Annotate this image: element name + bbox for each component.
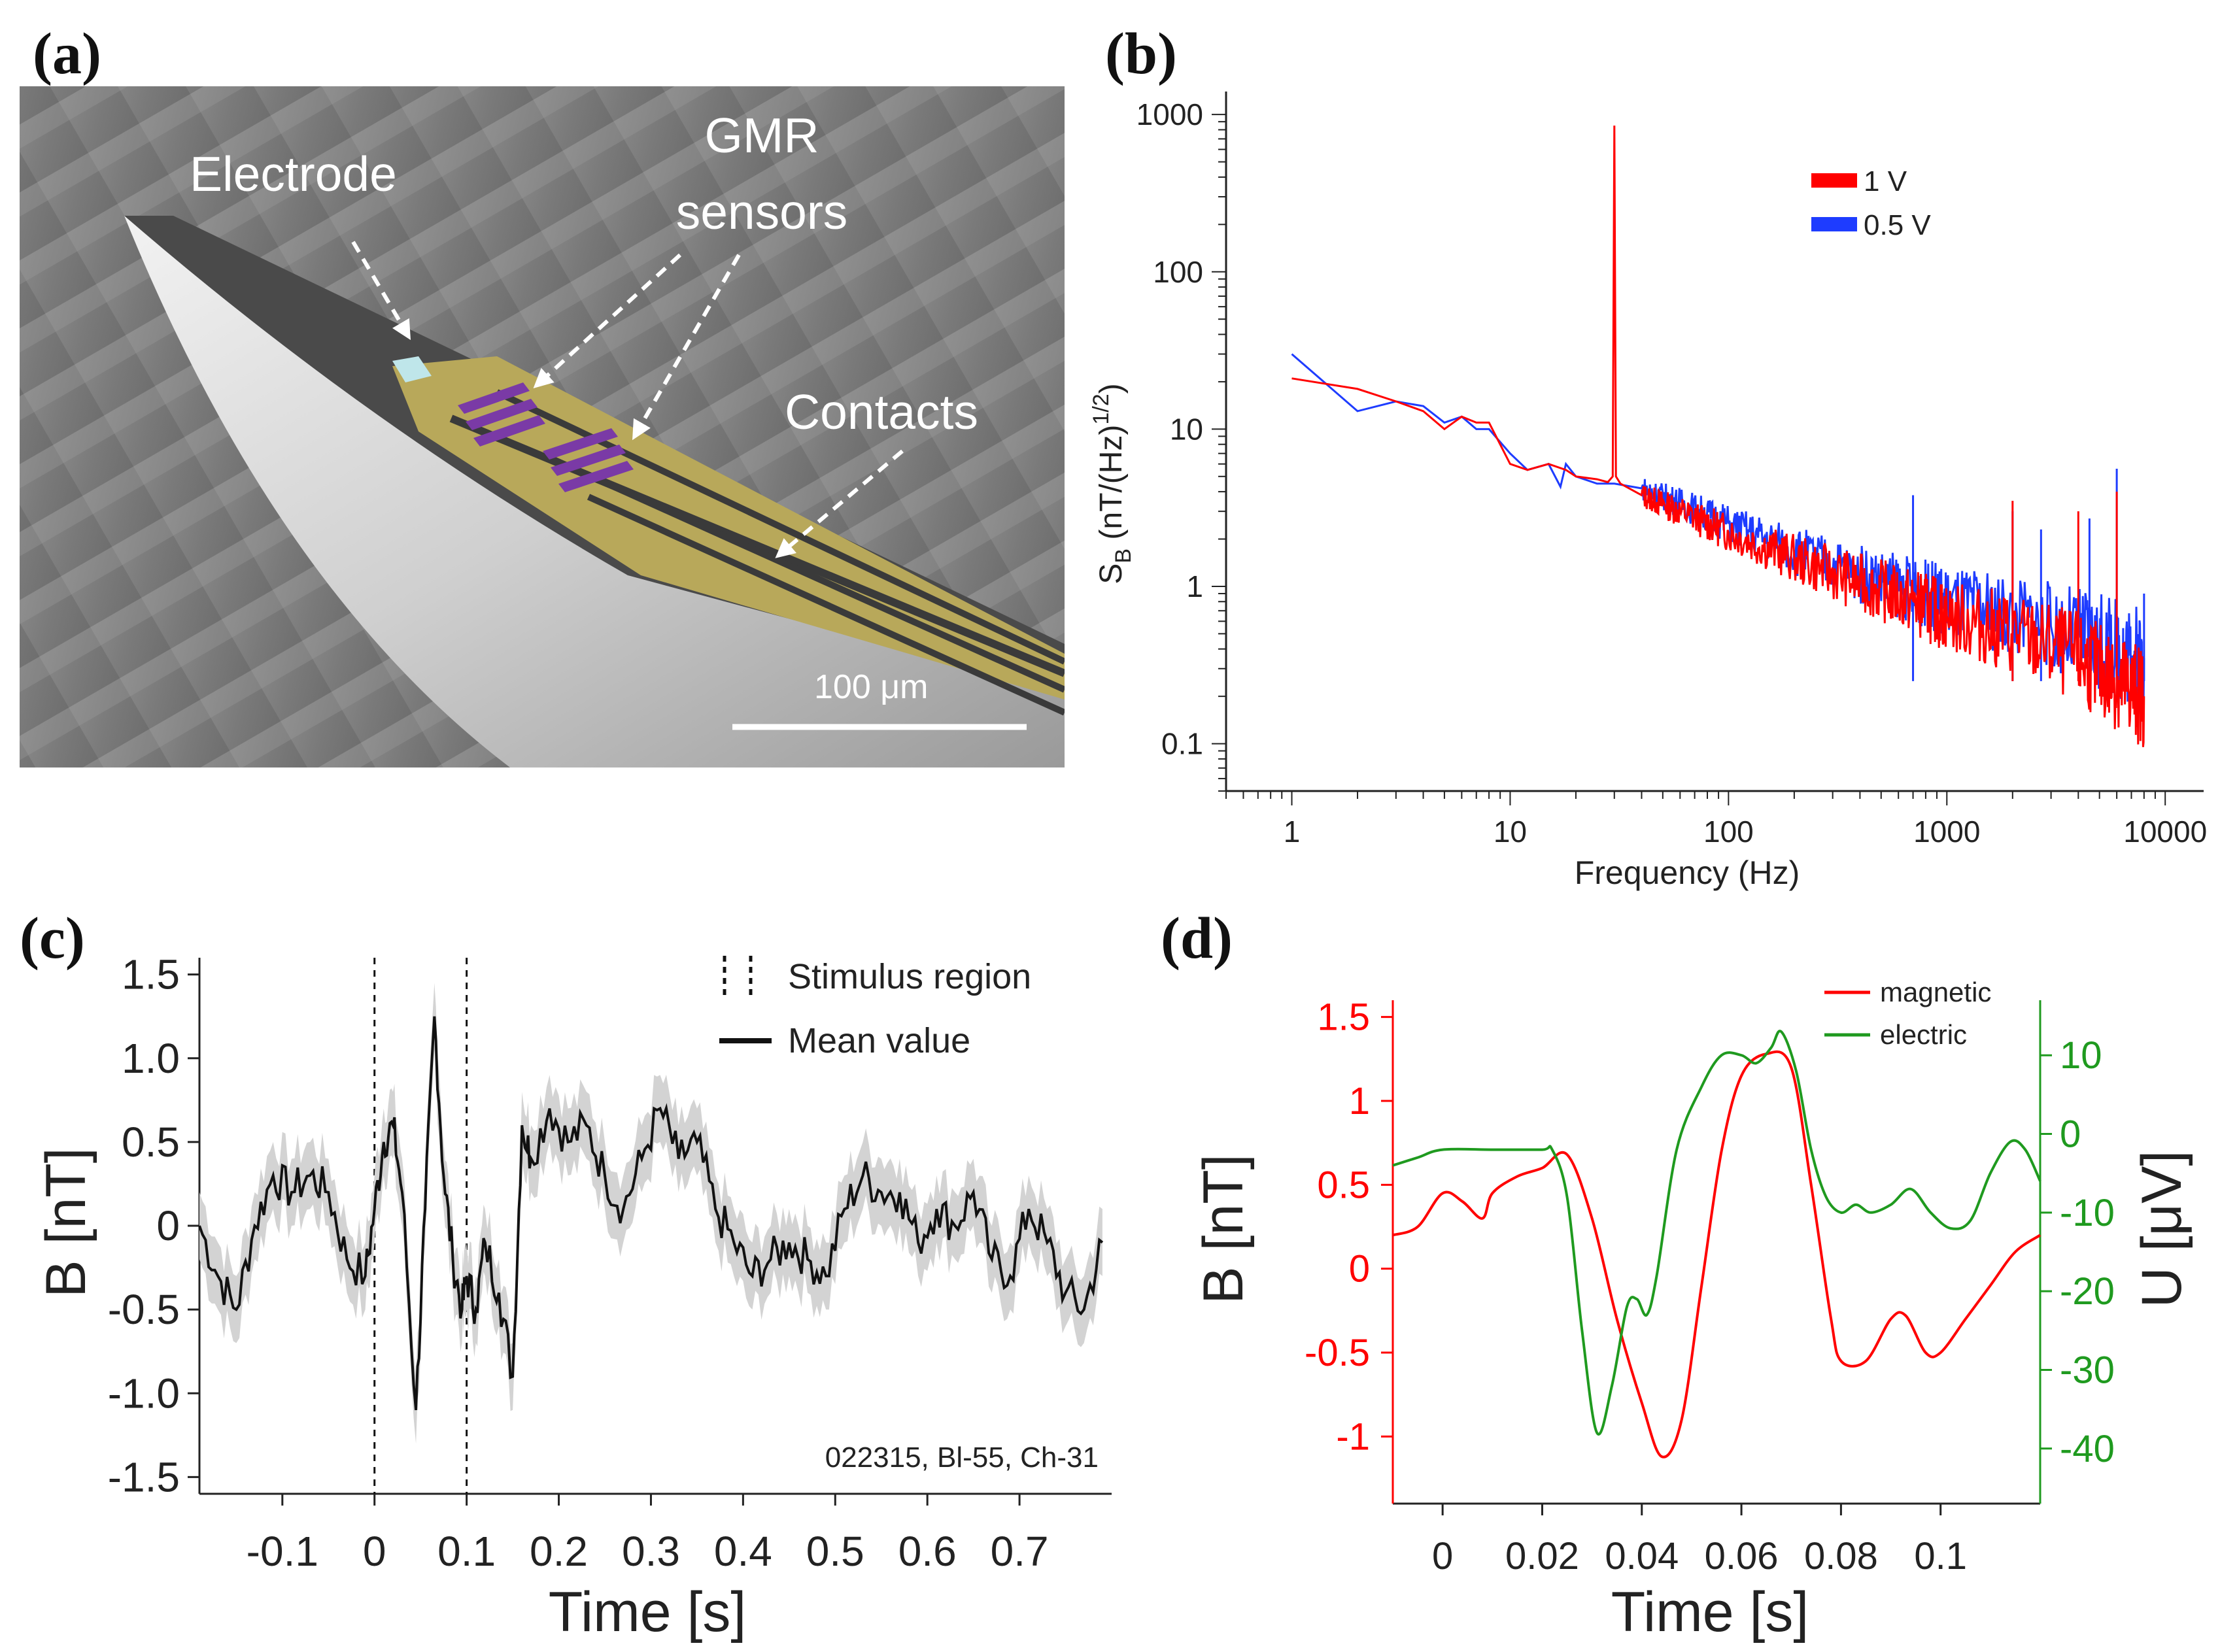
panel-a: (a)	[20, 22, 1065, 767]
x-tick-label-d: 0.1	[1914, 1535, 1967, 1577]
y-tick-label-right-d: -30	[2060, 1349, 2115, 1391]
y-tick-label-b: 100	[1153, 255, 1203, 289]
y-tick-label-left-d: 0.5	[1317, 1164, 1370, 1206]
legend-label-stimulus: Stimulus region	[788, 957, 1031, 996]
x-tick-label-b: 10	[1494, 815, 1527, 849]
y-axis-title-left-d: B [nT]	[1192, 1154, 1255, 1304]
panel-b: (b) 1 V 0.5 V Frequency (Hz) SB (nT/(Hz)…	[1089, 22, 2207, 891]
legend-label-1v: 1 V	[1864, 165, 1907, 197]
panel-d-label: (d)	[1161, 906, 1233, 971]
x-tick-label-c: 0.7	[991, 1528, 1049, 1575]
y-tick-label-left-d: 1	[1349, 1080, 1370, 1122]
contacts-annotation: Contacts	[785, 384, 978, 439]
x-axis-title-d: Time [s]	[1611, 1581, 1809, 1644]
x-axis-title-c: Time [s]	[549, 1581, 747, 1644]
scale-bar-label: 100 μm	[814, 668, 928, 706]
x-tick-label-b: 1000	[1913, 815, 1980, 849]
y-tick-label-b: 1	[1186, 569, 1203, 603]
x-tick-label-b: 10000	[2123, 815, 2207, 849]
x-tick-label-b: 1	[1284, 815, 1301, 849]
y-tick-label-left-d: -1	[1336, 1415, 1370, 1458]
y-tick-label-right-d: -20	[2060, 1270, 2115, 1313]
y-tick-label-left-d: 1.5	[1317, 996, 1370, 1039]
panel-b-label: (b)	[1105, 22, 1177, 86]
y-tick-label-left-d: -0.5	[1305, 1332, 1370, 1374]
legend-label-electric: electric	[1880, 1019, 1967, 1050]
y-tick-label-b: 1000	[1136, 97, 1203, 131]
x-tick-label-c: 0	[363, 1528, 386, 1575]
legend-label-mean: Mean value	[788, 1021, 970, 1060]
x-tick-label-b: 100	[1703, 815, 1754, 849]
x-tick-label-d: 0.08	[1804, 1535, 1878, 1577]
legend-label-05v: 0.5 V	[1864, 209, 1931, 241]
y-axis-title-b: SB (nT/(Hz)1/2)	[1089, 383, 1136, 584]
panel-c-label: (c)	[20, 906, 85, 971]
legend-label-magnetic: magnetic	[1880, 977, 1991, 1007]
magnetic-line	[1392, 1050, 2041, 1458]
y-tick-label-c: -1.0	[108, 1370, 180, 1417]
y-tick-label-b: 10	[1170, 412, 1203, 446]
series-line-one-volt	[1291, 126, 2145, 747]
y-tick-label-right-d: 0	[2060, 1113, 2081, 1156]
x-tick-label-c: 0.6	[898, 1528, 957, 1575]
y-tick-label-b: 0.1	[1161, 727, 1203, 761]
y-tick-label-right-d: -40	[2060, 1428, 2115, 1470]
annotation-arrows	[351, 241, 904, 558]
gmr-annotation-line2: sensors	[676, 184, 848, 239]
y-tick-label-left-d: 0	[1349, 1248, 1370, 1290]
electric-line	[1392, 1030, 2041, 1436]
y-axis-title-c: B [nT]	[35, 1147, 97, 1297]
legend-b: 1 V 0.5 V	[1811, 165, 1931, 241]
electrode-pad	[392, 356, 432, 382]
x-tick-label-c: 0.1	[437, 1528, 496, 1575]
y-tick-label-c: -0.5	[108, 1286, 180, 1333]
panel-c: (c) Stimulus region Mean value 022315, B…	[20, 906, 1112, 1644]
y-tick-label-right-d: 10	[2060, 1034, 2102, 1077]
y-tick-label-c: 1.0	[122, 1035, 180, 1082]
y-tick-label-c: 1.5	[122, 951, 180, 998]
x-tick-label-d: 0.02	[1505, 1535, 1579, 1577]
panel-d: (d) magnetic electric Time [s] B [nT] U …	[1161, 906, 2193, 1644]
electrode-annotation: Electrode	[190, 146, 397, 201]
y-tick-label-c: 0	[156, 1202, 180, 1249]
x-tick-label-d: 0.06	[1705, 1535, 1779, 1577]
gmr-sensor-1	[458, 382, 545, 447]
mean-value-line	[198, 1016, 1104, 1411]
x-tick-label-c: 0.4	[714, 1528, 772, 1575]
x-axis-title-b: Frequency (Hz)	[1575, 854, 1800, 891]
x-tick-label-c: 0.3	[622, 1528, 680, 1575]
legend-swatch-05v	[1811, 217, 1857, 231]
gmr-annotation-line1: GMR	[705, 108, 819, 163]
legend-d: magnetic electric	[1824, 977, 1991, 1050]
recording-annotation: 022315, Bl-55, Ch-31	[825, 1441, 1099, 1474]
x-tick-label-c: 0.5	[806, 1528, 864, 1575]
x-tick-label-c: 0.2	[530, 1528, 588, 1575]
sem-image	[20, 86, 1065, 767]
confidence-band	[199, 983, 1102, 1444]
x-tick-label-d: 0.04	[1605, 1535, 1679, 1577]
x-tick-label-c: -0.1	[247, 1528, 318, 1575]
y-tick-label-right-d: -10	[2060, 1192, 2115, 1234]
y-tick-label-c: -1.5	[108, 1453, 180, 1500]
panel-a-label: (a)	[33, 22, 101, 86]
x-tick-label-d: 0	[1432, 1535, 1453, 1577]
gmr-sensor-2	[543, 428, 634, 492]
legend-swatch-1v	[1811, 173, 1857, 188]
y-tick-label-c: 0.5	[122, 1119, 180, 1166]
y-axis-title-right-d: U [μV]	[2130, 1151, 2193, 1308]
legend-c: Stimulus region Mean value	[719, 956, 1031, 1060]
